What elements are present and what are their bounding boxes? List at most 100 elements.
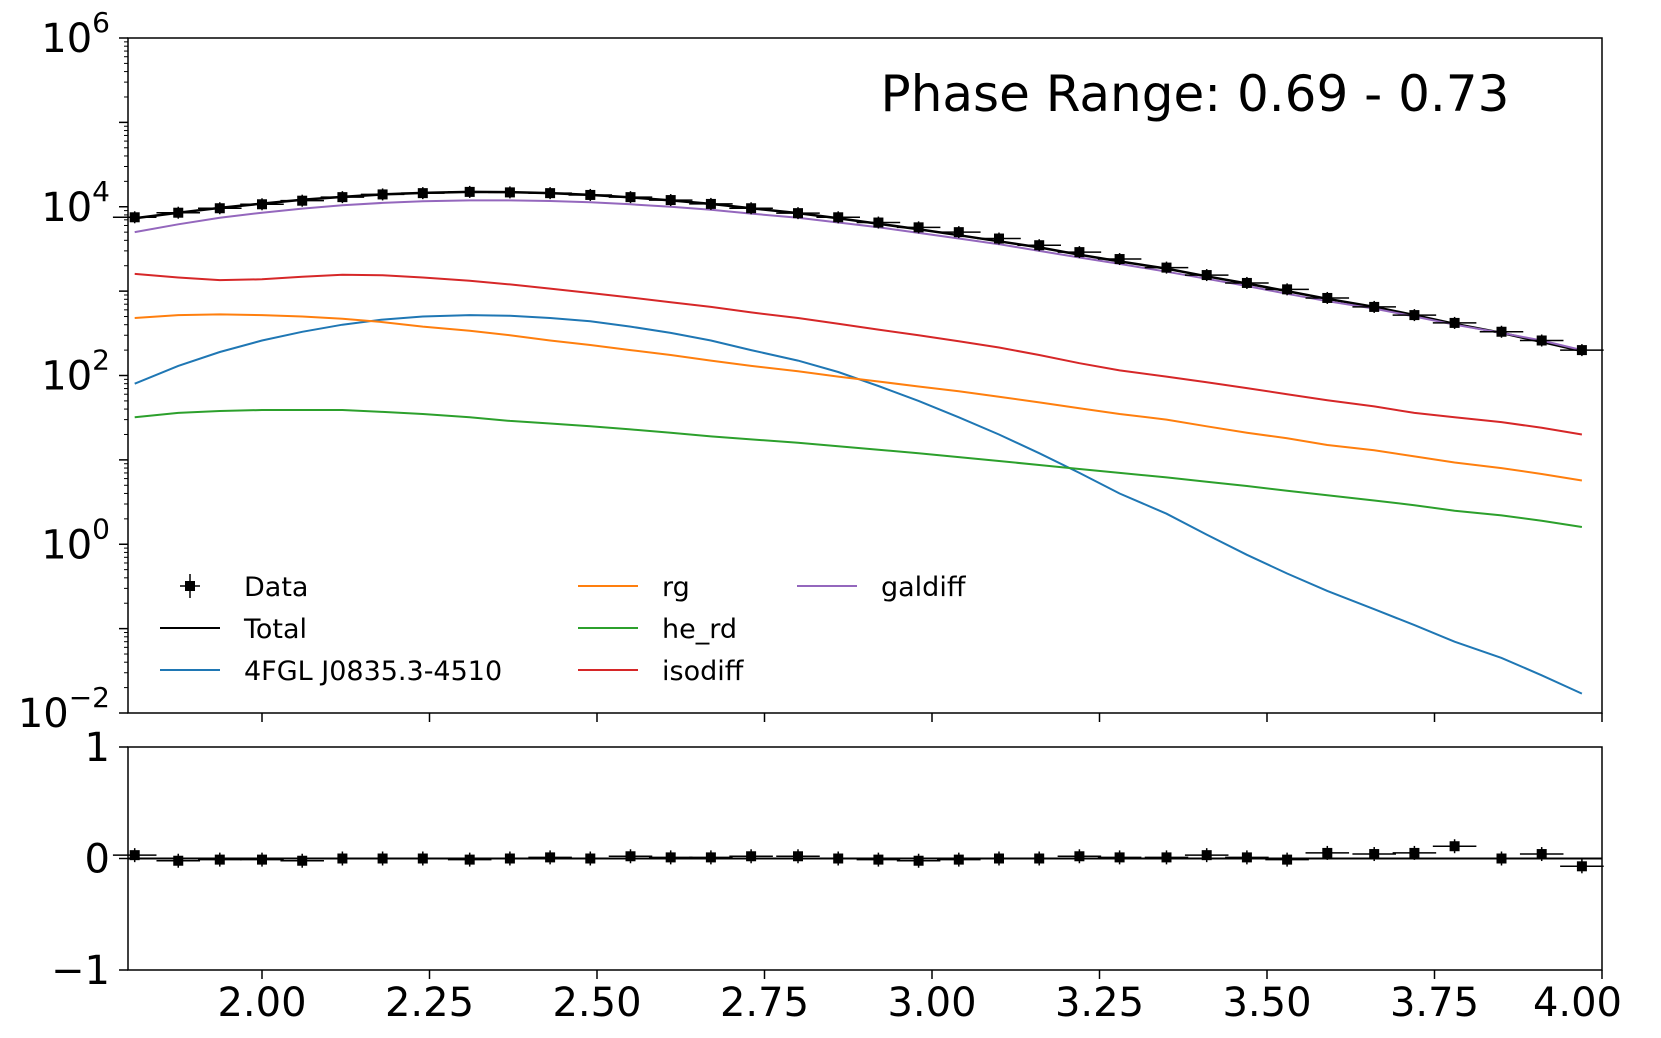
residual-point (729, 849, 773, 864)
residual-point (1479, 851, 1524, 866)
data-point (937, 226, 981, 239)
data-point (156, 206, 201, 219)
legend-label: isodiff (662, 656, 745, 687)
residual-point (1184, 848, 1229, 863)
data-point (568, 188, 613, 201)
x-tick-label: 2.75 (720, 980, 809, 1026)
residual-point (689, 850, 733, 865)
residual-point (568, 851, 613, 866)
data-point (896, 221, 941, 234)
legend-label: Total (243, 614, 307, 645)
residual-point (1265, 852, 1309, 867)
residual-point (896, 853, 941, 868)
residual-point (776, 849, 820, 864)
data-point (488, 186, 532, 199)
residual-point (240, 852, 284, 867)
legend-entry-4fgl-j0835-3-4510: 4FGL J0835.3-4510 (160, 656, 502, 687)
legend-label: rg (662, 572, 690, 603)
series-line-he-rd (134, 409, 1583, 528)
legend-entry-data: Data (180, 572, 308, 603)
residual-points (112, 839, 1604, 874)
residual-point (1225, 850, 1269, 865)
residual-point (447, 852, 492, 867)
y-tick-label: 102 (41, 344, 110, 400)
legend-label: 4FGL J0835.3-4510 (244, 656, 502, 687)
data-point (816, 211, 860, 224)
residual-point (280, 853, 324, 868)
data-point (401, 187, 445, 200)
residual-point (1519, 847, 1564, 862)
residual-point (320, 851, 365, 866)
legend-label: galdiff (881, 572, 967, 603)
data-point (1519, 334, 1564, 347)
spectrum-x-ticks (261, 713, 1603, 722)
y-tick-label: 104 (41, 175, 110, 231)
phase-range-annotation: Phase Range: 0.69 - 0.73 (881, 65, 1510, 123)
data-point (1184, 269, 1229, 282)
residual-point (1305, 845, 1350, 860)
residual-point (198, 852, 242, 867)
legend-entry-he-rd: he_rd (578, 614, 737, 645)
x-tick-label: 4.00 (1533, 980, 1622, 1026)
data-point (1479, 325, 1524, 338)
residual-point (528, 850, 572, 865)
x-tick-label: 3.75 (1390, 980, 1479, 1026)
series-line-isodiff (134, 272, 1583, 436)
data-point (608, 191, 653, 204)
spectrum-panel: 10−2 100 102 104 106 Phase Range: 0.69 - 0.7… (18, 6, 1604, 737)
data-point (1017, 239, 1061, 252)
x-tick-label: 3.00 (887, 980, 976, 1026)
data-point (1305, 291, 1350, 304)
y-tick-label: 1 (85, 725, 110, 771)
residual-y-ticks: −1 0 1 (51, 725, 128, 994)
spectrum-y-ticks: 10−2 100 102 104 106 (18, 6, 128, 737)
x-tick-label: 2.25 (385, 980, 474, 1026)
x-tick-label: 2.00 (217, 980, 306, 1026)
residual-point (488, 851, 532, 866)
residual-point (648, 850, 693, 865)
residual-point (856, 852, 901, 867)
data-point (447, 185, 492, 198)
residual-x-ticks: 2.00 2.25 2.50 2.75 3.00 3.25 3.50 3.75 4.00 (217, 970, 1622, 1026)
residual-point (816, 851, 860, 866)
data-point (1225, 276, 1269, 289)
legend-label: Data (244, 572, 308, 603)
data-point (1057, 246, 1102, 259)
residual-point (360, 851, 405, 866)
data-point (112, 211, 157, 224)
data-point (198, 202, 242, 215)
data-point (977, 232, 1021, 245)
data-point (360, 188, 405, 201)
residual-point (156, 853, 201, 868)
legend-label: he_rd (662, 614, 737, 645)
residual-point (1560, 859, 1604, 874)
residual-point (1392, 845, 1437, 860)
data-point (1352, 300, 1396, 313)
residual-point (1352, 847, 1396, 862)
data-point (856, 216, 901, 229)
legend: Data Total 4FGL J0835.3-4510 rg he_rdisodiff… (160, 572, 967, 687)
residual-panel: −1 0 1 2.00 2.25 2.50 2.75 3.00 3.25 3.50 3.75 4.0… (51, 725, 1622, 1026)
y-tick-label: 106 (41, 6, 110, 62)
residual-point (1144, 850, 1189, 865)
x-tick-label: 3.25 (1055, 980, 1144, 1026)
model-curves (134, 190, 1583, 695)
data-point (1392, 309, 1437, 322)
residual-point (1057, 849, 1102, 864)
data-point (1560, 344, 1604, 357)
data-point (320, 191, 365, 204)
data-points (112, 185, 1604, 357)
data-point (689, 197, 733, 210)
residual-point (608, 849, 653, 864)
series-line-galdiff (134, 199, 1583, 352)
data-point (1265, 283, 1309, 296)
y-tick-label: 10−2 (18, 681, 110, 737)
series-line-rg (134, 313, 1583, 482)
data-point (1144, 261, 1189, 274)
data-point (528, 187, 572, 200)
residual-point (1432, 839, 1477, 854)
residual-point (937, 852, 981, 867)
legend-entry-total: Total (160, 614, 307, 645)
